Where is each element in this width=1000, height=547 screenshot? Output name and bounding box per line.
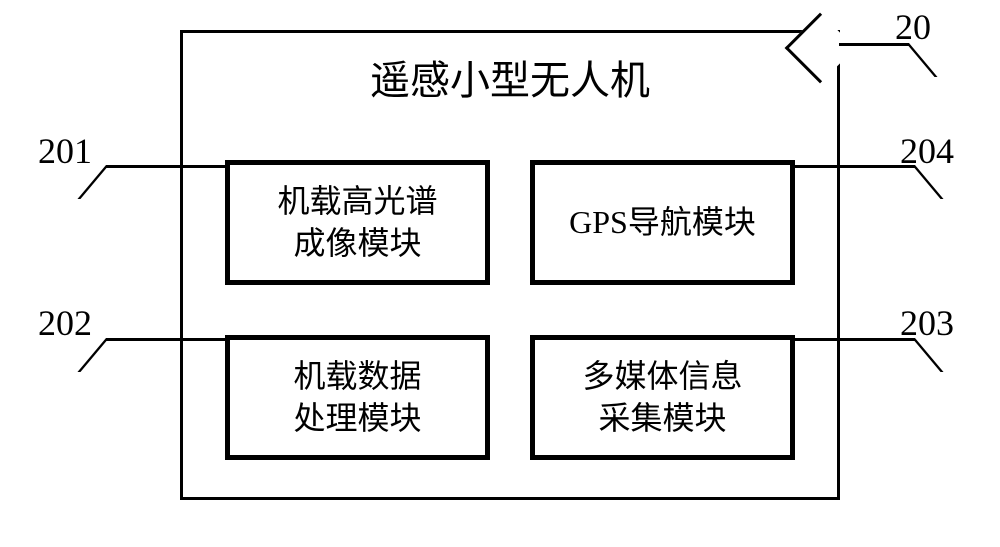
block-203-text: 多媒体信息 采集模块 [582,356,742,439]
lead-204-h [795,165,915,168]
block-203-line1: 多媒体信息 [582,358,742,394]
block-204: GPS导航模块 [530,160,795,285]
block-201-line1: 机载高光谱 [277,183,437,219]
block-201-text: 机载高光谱 成像模块 [277,181,437,264]
block-203: 多媒体信息 采集模块 [530,335,795,460]
outer-title: 遥感小型无人机 [370,55,650,107]
lead-203-h [795,338,915,341]
diagram-canvas: 遥感小型无人机 机载高光谱 成像模块 GPS导航模块 机载数据 处理模块 多媒体… [0,0,1000,547]
lead-201-h [106,165,226,168]
block-201-line2: 成像模块 [293,225,421,261]
block-202: 机载数据 处理模块 [225,335,490,460]
block-202-line2: 处理模块 [293,400,421,436]
block-202-text: 机载数据 处理模块 [293,356,421,439]
lead-20-d [906,43,938,77]
block-204-text: GPS导航模块 [569,202,756,244]
block-201: 机载高光谱 成像模块 [225,160,490,285]
label-201: 201 [38,130,92,172]
lead-20-h [839,43,909,46]
label-202: 202 [38,302,92,344]
block-203-line2: 采集模块 [598,400,726,436]
block-202-line1: 机载数据 [293,358,421,394]
label-20: 20 [895,6,931,48]
lead-202-h [106,338,226,341]
